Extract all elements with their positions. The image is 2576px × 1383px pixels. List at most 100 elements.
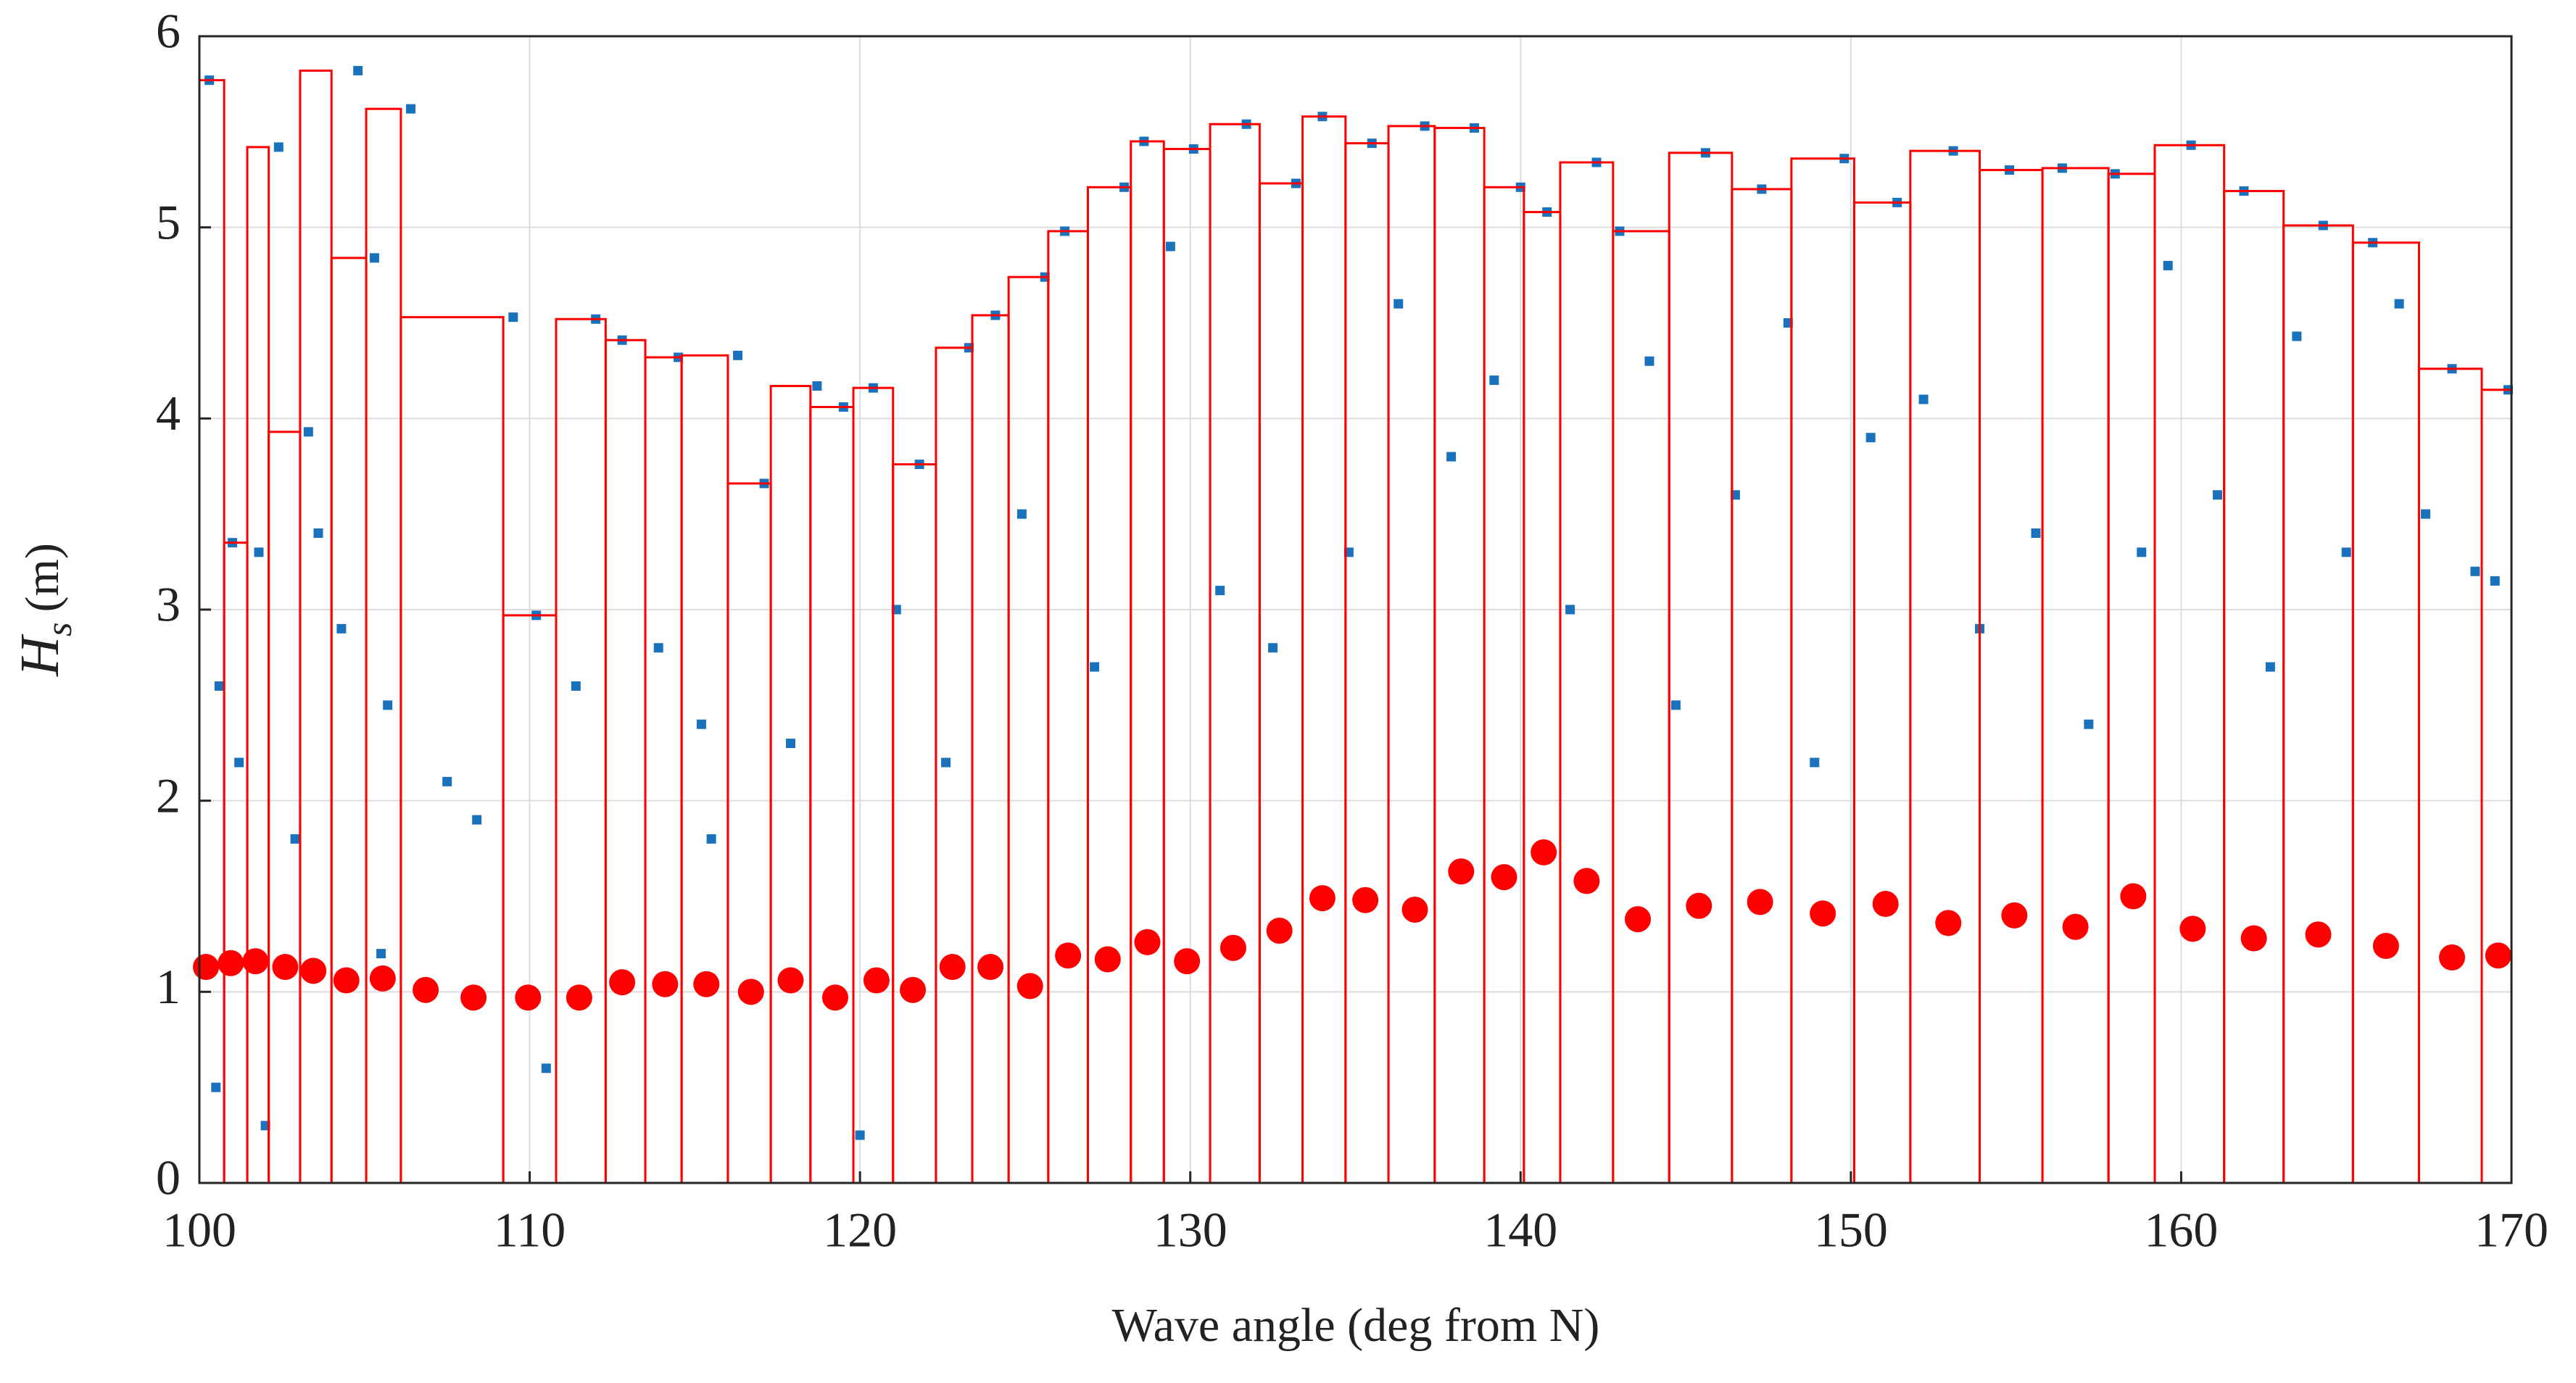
bin-mean-point — [2120, 883, 2147, 910]
scatter-point — [2421, 509, 2431, 519]
bin-mean-point — [460, 984, 487, 1011]
scatter-point — [406, 104, 416, 114]
scatter-point — [696, 719, 706, 729]
y-axis-label: Hs (m) — [9, 543, 79, 677]
scatter-point — [1670, 700, 1681, 710]
bin-mean-point — [2240, 925, 2267, 952]
bin-mean-point — [1055, 942, 1082, 969]
scatter-point — [1489, 375, 1499, 386]
scatter-point — [733, 350, 743, 360]
x-tick-label: 160 — [2144, 1203, 2218, 1258]
scatter-point — [2394, 299, 2404, 309]
bin-mean-point — [515, 984, 542, 1011]
bin-mean-point — [1573, 868, 1600, 894]
bin-mean-point — [1810, 900, 1836, 927]
x-tick-label: 100 — [162, 1203, 236, 1258]
bin-mean-point — [1531, 839, 1557, 865]
scatter-point — [313, 528, 323, 539]
bin-mean-point — [1401, 896, 1428, 923]
scatter-point — [706, 834, 716, 844]
bin-mean-point — [272, 954, 299, 981]
scatter-point — [855, 1130, 865, 1140]
scatter-point — [1393, 299, 1404, 309]
bin-mean-point — [609, 969, 636, 996]
y-tick-label: 3 — [156, 577, 181, 632]
bin-mean-point — [2001, 902, 2028, 929]
bin-mean-point — [1094, 946, 1121, 973]
scatter-point — [472, 815, 482, 825]
scatter-point — [2265, 662, 2275, 672]
bin-mean-point — [863, 967, 890, 994]
bin-mean-point — [218, 950, 244, 976]
scatter-point — [571, 681, 581, 691]
y-label-symbol: H — [9, 634, 70, 677]
bin-mean-point — [1266, 917, 1293, 944]
scatter-point — [1016, 509, 1027, 519]
scatter-point — [211, 1082, 221, 1092]
y-label-subscript: s — [38, 622, 79, 636]
bin-mean-point — [977, 954, 1004, 981]
x-tick-label: 130 — [1154, 1203, 1227, 1258]
x-tick-label: 110 — [494, 1203, 566, 1258]
scatter-point — [273, 142, 283, 152]
bin-mean-point — [1174, 948, 1201, 975]
scatter-point — [2137, 547, 2147, 557]
scatter-point — [653, 643, 663, 653]
x-tick-label: 140 — [1483, 1203, 1557, 1258]
scatter-point — [2084, 719, 2094, 729]
scatter-point — [508, 312, 518, 323]
scatter-point — [1565, 605, 1575, 615]
scatter-point — [2292, 331, 2302, 341]
y-tick-label: 0 — [156, 1150, 181, 1205]
scatter-point — [336, 623, 347, 634]
scatter-point — [1918, 394, 1929, 404]
scatter-point — [2341, 547, 2351, 557]
y-tick-label: 6 — [156, 4, 181, 59]
bin-mean-point — [333, 967, 360, 994]
bin-mean-point — [900, 976, 927, 1003]
scatter-point — [442, 776, 452, 786]
scatter-point — [1215, 586, 1225, 596]
scatter-point — [812, 381, 822, 391]
scatter-point — [383, 700, 393, 710]
bin-mean-point — [1219, 934, 1246, 961]
bin-mean-point — [1935, 910, 1962, 936]
bin-mean-point — [777, 967, 804, 994]
bin-mean-point — [2062, 913, 2089, 940]
bin-mean-point — [1872, 891, 1899, 918]
scatter-point — [941, 757, 951, 768]
scatter-point — [1090, 662, 1100, 672]
y-label-unit: (m) — [16, 543, 69, 612]
scatter-point — [2213, 490, 2223, 500]
scatter-point — [2490, 576, 2500, 586]
bin-mean-point — [737, 979, 764, 1005]
scatter-point — [353, 65, 363, 75]
scatter-point — [1865, 433, 1876, 443]
bin-mean-point — [369, 965, 396, 992]
grid — [199, 36, 2512, 1184]
scatter-point — [254, 547, 264, 557]
bin-mean-point — [1625, 906, 1652, 933]
scatter-point — [785, 739, 795, 749]
scatter-point — [2031, 528, 2041, 539]
bin-mean-point — [1747, 889, 1773, 915]
y-tick-label: 2 — [156, 768, 181, 823]
y-tick-label: 4 — [156, 386, 181, 441]
scatter-point — [234, 757, 244, 768]
bin-mean-point — [821, 984, 848, 1011]
bin-mean-point — [1352, 886, 1379, 913]
bin-mean-point — [1448, 858, 1475, 885]
bin-mean-point — [1686, 892, 1712, 919]
scatter-point — [214, 681, 224, 691]
scatter-point — [376, 949, 386, 959]
bin-mean-point — [652, 971, 679, 997]
bin-mean-point — [2305, 921, 2332, 948]
ticks: 0 1 2 3 4 5 6 100 110 120 130 140 150 160 170 — [156, 4, 2548, 1258]
bin-mean-point — [2485, 942, 2511, 969]
scatter-point — [290, 834, 300, 844]
x-tick-label: 120 — [823, 1203, 897, 1258]
bin-mean-point — [939, 954, 966, 981]
